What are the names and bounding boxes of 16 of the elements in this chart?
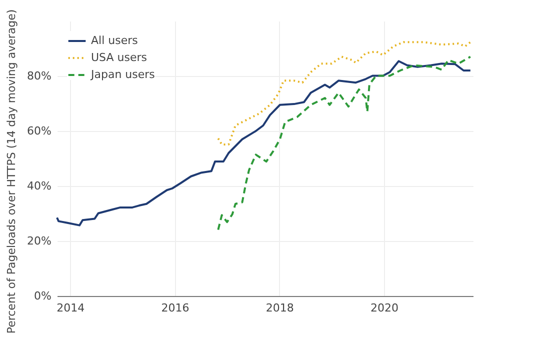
legend-label: USA users <box>91 51 148 64</box>
y-tick-label: 80% <box>27 70 52 82</box>
legend-label: Japan users <box>90 68 156 81</box>
y-tick-label: 40% <box>27 180 52 192</box>
x-tick-label: 2016 <box>161 302 190 314</box>
line-series <box>56 60 472 226</box>
legend-label: All users <box>91 34 138 47</box>
y-tick-label: 20% <box>27 234 52 248</box>
x-tick-label: 2018 <box>266 302 294 314</box>
x-tick-label: 2014 <box>56 302 85 314</box>
line-series <box>217 41 472 146</box>
y-tick-label: 60% <box>27 124 52 138</box>
y-tick-label: 0% <box>34 290 52 302</box>
line-series <box>217 56 472 231</box>
y-axis-title: Percent of Pageloads over HTTPS (14 day moving average) <box>5 9 18 334</box>
x-tick-label: 2020 <box>370 302 399 314</box>
